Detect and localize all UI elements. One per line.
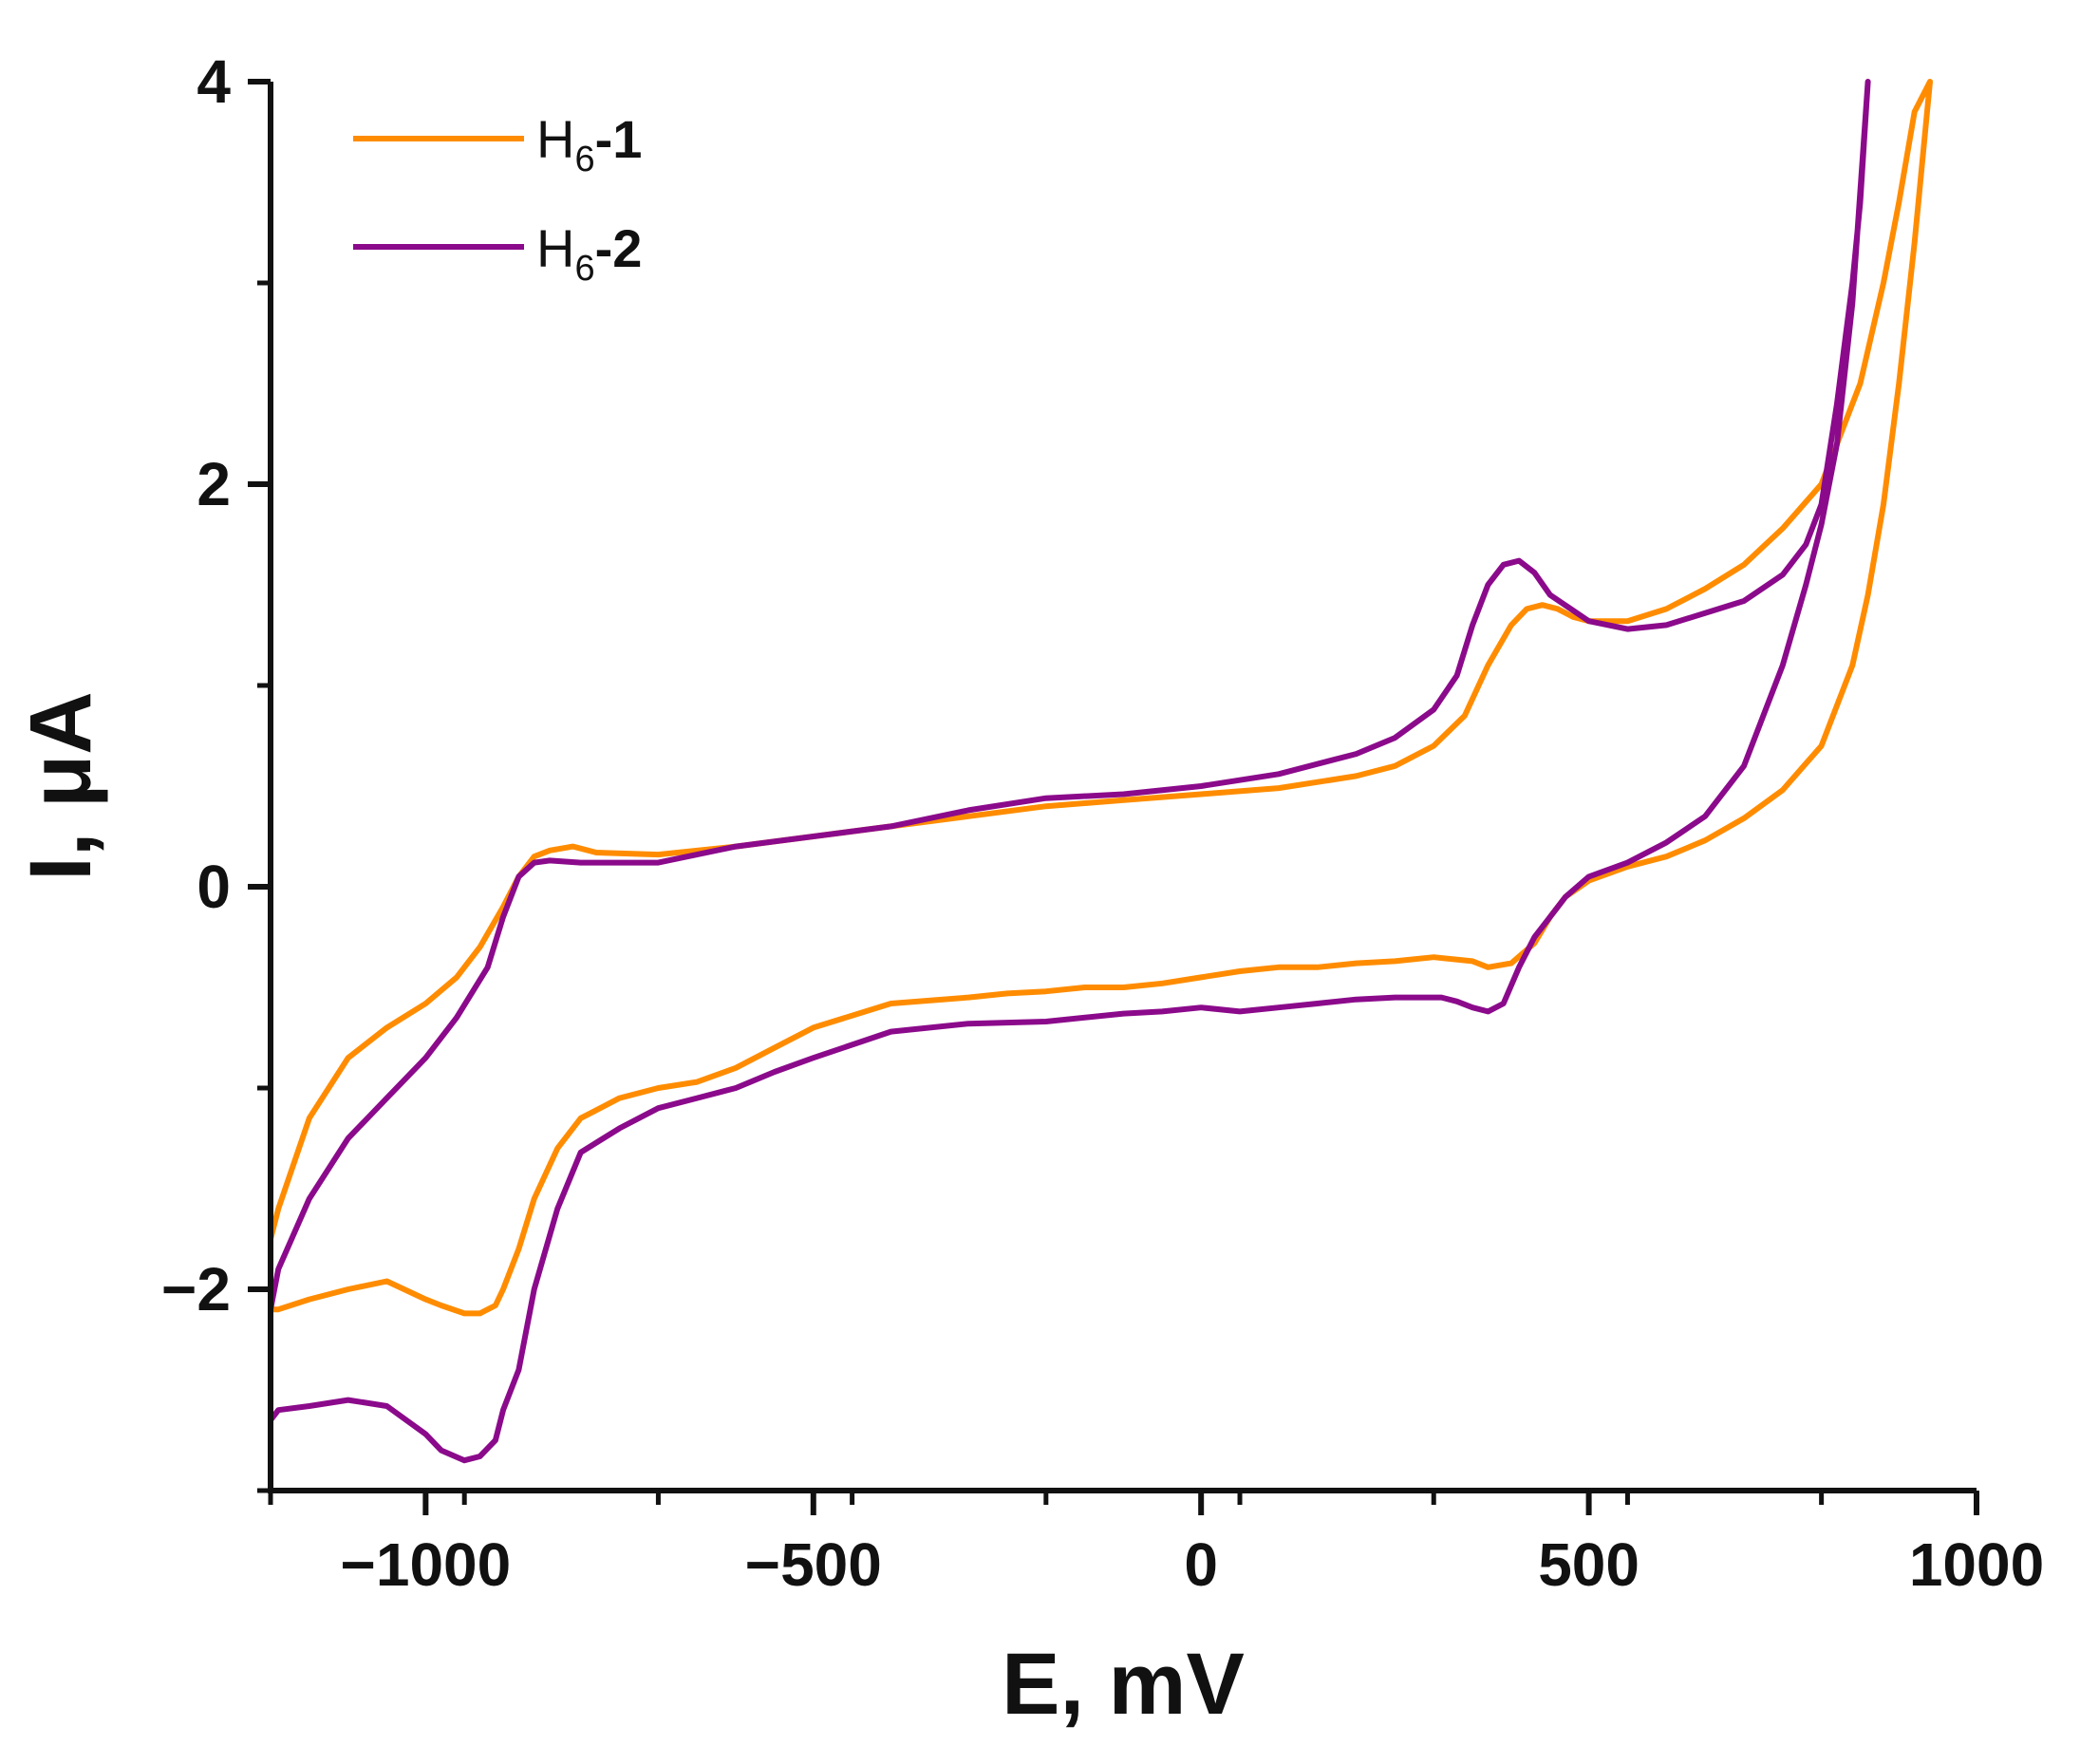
legend-label-h6-2-suffix: -2	[595, 218, 643, 278]
legend-label-h6-1-suffix: -1	[595, 109, 643, 169]
x-tick-label: 1000	[1909, 1530, 2044, 1599]
legend-label-h6-2-main: H	[536, 218, 574, 278]
y-tick-label: −2	[161, 1255, 231, 1323]
y-axis-title: I, μA	[12, 691, 109, 880]
y-tick-label: 4	[197, 47, 231, 116]
series-line-h6-1	[268, 79, 1933, 1317]
axes-layer	[268, 82, 1977, 1493]
x-tick-label: 500	[1538, 1530, 1640, 1599]
ticks-layer	[248, 79, 1979, 1515]
legend-label-h6-2: H6-2	[536, 218, 642, 289]
series-layer	[268, 79, 1933, 1464]
series-line-h6-2	[268, 79, 1871, 1464]
x-axis-title: E, mV	[1002, 1636, 1245, 1733]
x-tick-label: 0	[1184, 1530, 1218, 1599]
legend-label-h6-1: H6-1	[536, 109, 642, 179]
labels-layer: −1000 −500 0 500 1000 −2 0 2 4	[161, 47, 2044, 1599]
y-tick-label: 2	[197, 450, 231, 518]
y-axis-title-prefix: I,	[12, 808, 109, 881]
x-tick-label: −500	[745, 1530, 882, 1599]
legend: H6-1 H6-2	[353, 109, 642, 289]
legend-label-h6-2-sub: 6	[574, 249, 594, 289]
legend-label-h6-1-sub: 6	[574, 140, 594, 179]
y-tick-label: 0	[197, 853, 231, 921]
x-tick-label: −1000	[340, 1530, 511, 1599]
legend-label-h6-1-main: H	[536, 109, 574, 169]
y-axis-title-unit: μA	[12, 691, 109, 808]
